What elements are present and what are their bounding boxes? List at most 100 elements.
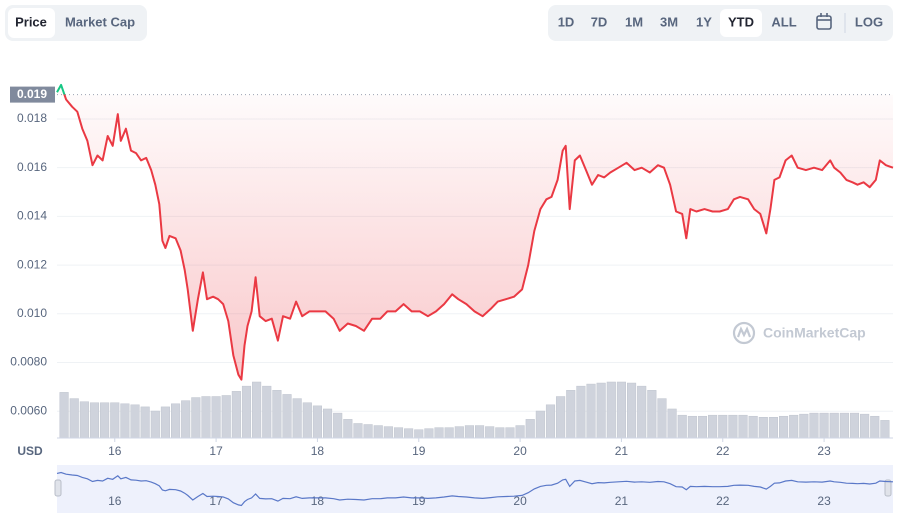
volume-bar	[596, 382, 606, 439]
volume-bar	[414, 429, 424, 439]
volume-bar	[150, 410, 160, 439]
calendar-icon[interactable]	[816, 13, 832, 30]
navigator-handle[interactable]	[54, 479, 62, 497]
range-button[interactable]: 7D	[591, 14, 608, 29]
volume-bar	[323, 408, 333, 439]
volume-bar	[616, 381, 626, 439]
volume-bar	[79, 401, 89, 439]
y-tick-label: 0.0080	[10, 355, 47, 369]
navigator-tick-label: 19	[412, 494, 426, 508]
volume-bar	[393, 427, 404, 439]
volume-bar	[160, 406, 170, 439]
volume-bar	[556, 396, 566, 439]
volume-bar	[860, 413, 870, 439]
volume-bar	[697, 415, 708, 439]
volume-bar	[718, 414, 728, 439]
y-tick-label: 0.018	[17, 111, 47, 125]
price-line	[56, 83, 894, 381]
volume-bar	[100, 402, 110, 439]
volume-bar	[839, 412, 849, 439]
tab-active-bg	[8, 8, 55, 38]
volume-bar	[849, 412, 860, 439]
x-tick-label: 16	[108, 444, 122, 458]
range-button[interactable]: 3M	[660, 14, 678, 29]
volume-bar	[515, 425, 525, 439]
volume-bar	[789, 414, 799, 439]
volume-bar	[728, 414, 738, 439]
volume-bar	[870, 415, 880, 439]
y-tick-label: 0.016	[17, 160, 47, 174]
volume-bar	[241, 385, 252, 439]
y-tick-label: 0.014	[17, 209, 47, 223]
volume-bar	[130, 404, 140, 439]
volume-bar	[819, 412, 829, 439]
range-button[interactable]: 1D	[558, 14, 575, 29]
range-button[interactable]: ALL	[771, 14, 796, 29]
volume-bar	[252, 381, 262, 439]
volume-bar	[809, 412, 819, 439]
volume-bar	[383, 426, 393, 439]
volume-bar	[69, 398, 79, 439]
volume-bar	[829, 412, 839, 439]
volume-bar	[231, 391, 241, 439]
navigator-tick-label: 21	[615, 494, 629, 508]
watermark-logo	[732, 321, 756, 345]
x-tick-label: 19	[412, 444, 426, 458]
volume-bar	[687, 415, 697, 439]
volume-bar	[221, 395, 231, 439]
navigator-tick-label: 22	[716, 494, 730, 508]
baseline-label: 0.019	[17, 87, 47, 101]
log-button[interactable]: LOG	[855, 14, 883, 29]
volume-bar	[677, 414, 687, 439]
tab[interactable]: Price	[15, 14, 47, 29]
y-tick-label: 0.012	[17, 257, 47, 271]
volume-bar	[545, 404, 556, 439]
volume-bar	[535, 410, 545, 439]
volume-bar	[758, 417, 768, 439]
volume-bar	[211, 396, 221, 439]
x-tick-label: 21	[615, 444, 629, 458]
range-button[interactable]: 1Y	[696, 14, 712, 29]
volume-bar	[333, 412, 343, 439]
volume-bar	[444, 427, 454, 439]
navigator-tick-label: 20	[513, 494, 527, 508]
tab[interactable]: Market Cap	[65, 14, 135, 29]
volume-bar	[525, 419, 535, 439]
volume-bar	[120, 403, 130, 439]
volume-bar	[627, 382, 637, 439]
volume-bar	[140, 406, 150, 439]
volume-bar	[434, 427, 444, 439]
x-tick-label: 20	[513, 444, 527, 458]
volume-bar	[59, 392, 69, 439]
area-fill	[57, 84, 893, 380]
volume-bar	[262, 385, 272, 439]
volume-bar	[799, 413, 809, 439]
volume-bar	[485, 426, 495, 439]
y-tick-label: 0.0060	[10, 403, 47, 417]
volume-bar	[373, 425, 383, 439]
volume-bar	[302, 402, 312, 439]
volume-bar	[505, 427, 515, 439]
volume-bar	[454, 426, 464, 439]
volume-bar	[343, 419, 353, 439]
range-button[interactable]: YTD	[728, 14, 754, 29]
volume-bar	[171, 403, 181, 439]
range-button[interactable]: 1M	[625, 14, 643, 29]
navigator-handle[interactable]	[884, 479, 892, 497]
volume-bar	[637, 385, 647, 439]
volume-bar	[657, 398, 667, 439]
volume-bar	[586, 383, 596, 439]
volume-bar	[89, 402, 100, 439]
volume-bar	[576, 385, 586, 439]
volume-bar	[201, 396, 211, 439]
volume-bar	[566, 390, 576, 439]
volume-bar	[708, 414, 718, 439]
volume-bar	[647, 390, 657, 439]
navigator-tick-label: 18	[311, 494, 325, 508]
x-tick-label: 22	[716, 444, 730, 458]
navigator-line	[56, 471, 894, 507]
volume-bar	[606, 381, 616, 439]
volume-bar	[353, 423, 363, 439]
volume-bar	[424, 428, 434, 439]
